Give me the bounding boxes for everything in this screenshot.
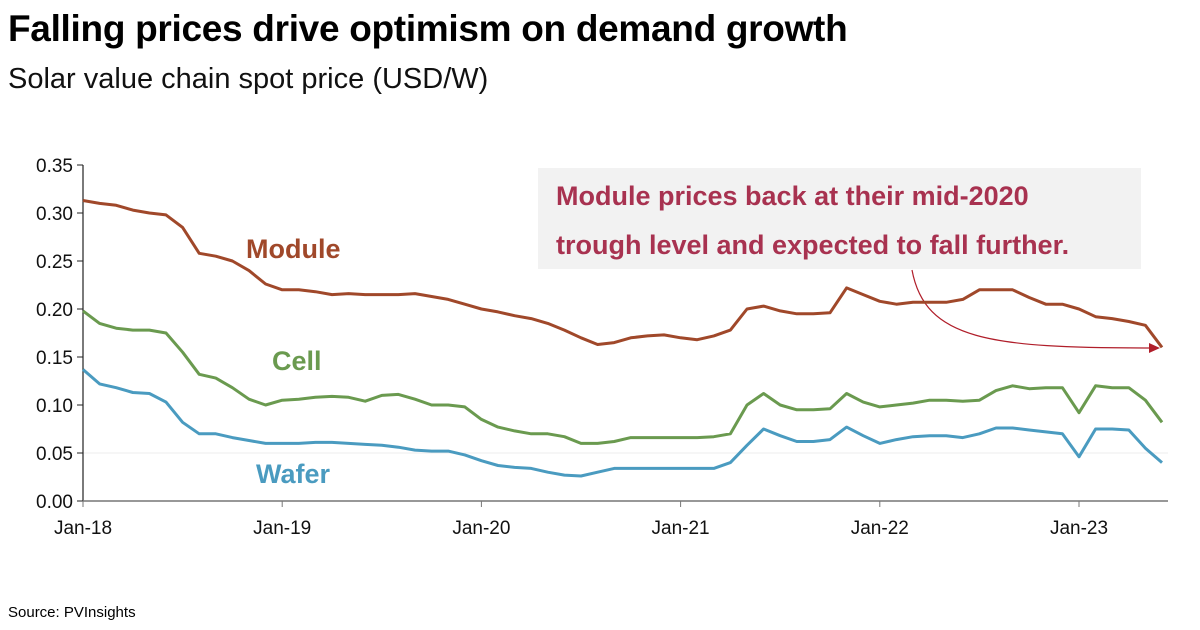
annotation-arrow bbox=[911, 269, 1151, 349]
y-tick-label: 0.10 bbox=[36, 396, 73, 417]
y-tick-label: 0.15 bbox=[36, 348, 73, 369]
series-line-wafer bbox=[82, 368, 1163, 478]
y-tick-label: 0.05 bbox=[36, 444, 73, 465]
chart-subtitle: Solar value chain spot price (USD/W) bbox=[8, 63, 489, 95]
x-tick-label: Jan-21 bbox=[652, 518, 710, 539]
y-tick-label: 0.35 bbox=[36, 156, 73, 177]
series-label-cell: Cell bbox=[272, 346, 322, 376]
y-tick-label: 0.00 bbox=[36, 492, 73, 513]
annotation-arrowhead bbox=[1149, 343, 1160, 353]
x-tick-label: Jan-18 bbox=[54, 518, 112, 539]
x-tick-label: Jan-23 bbox=[1050, 518, 1108, 539]
series-label-wafer: Wafer bbox=[256, 459, 331, 489]
series-line-cell bbox=[82, 309, 1164, 445]
annotation-box bbox=[538, 168, 1141, 269]
series-label-module: Module bbox=[246, 234, 341, 264]
x-tick-label: Jan-19 bbox=[253, 518, 311, 539]
chart-title: Falling prices drive optimism on demand … bbox=[8, 8, 848, 49]
x-tick-label: Jan-22 bbox=[851, 518, 909, 539]
annotation-line-2: trough level and expected to fall furthe… bbox=[556, 230, 1069, 260]
y-tick-label: 0.20 bbox=[36, 300, 73, 321]
y-tick-label: 0.25 bbox=[36, 252, 73, 273]
y-tick-label: 0.30 bbox=[36, 204, 73, 225]
series-line-module bbox=[82, 199, 1164, 349]
source-note: Source: PVInsights bbox=[8, 604, 136, 621]
x-tick-label: Jan-20 bbox=[452, 518, 510, 539]
annotation-line-1: Module prices back at their mid-2020 bbox=[556, 181, 1029, 211]
